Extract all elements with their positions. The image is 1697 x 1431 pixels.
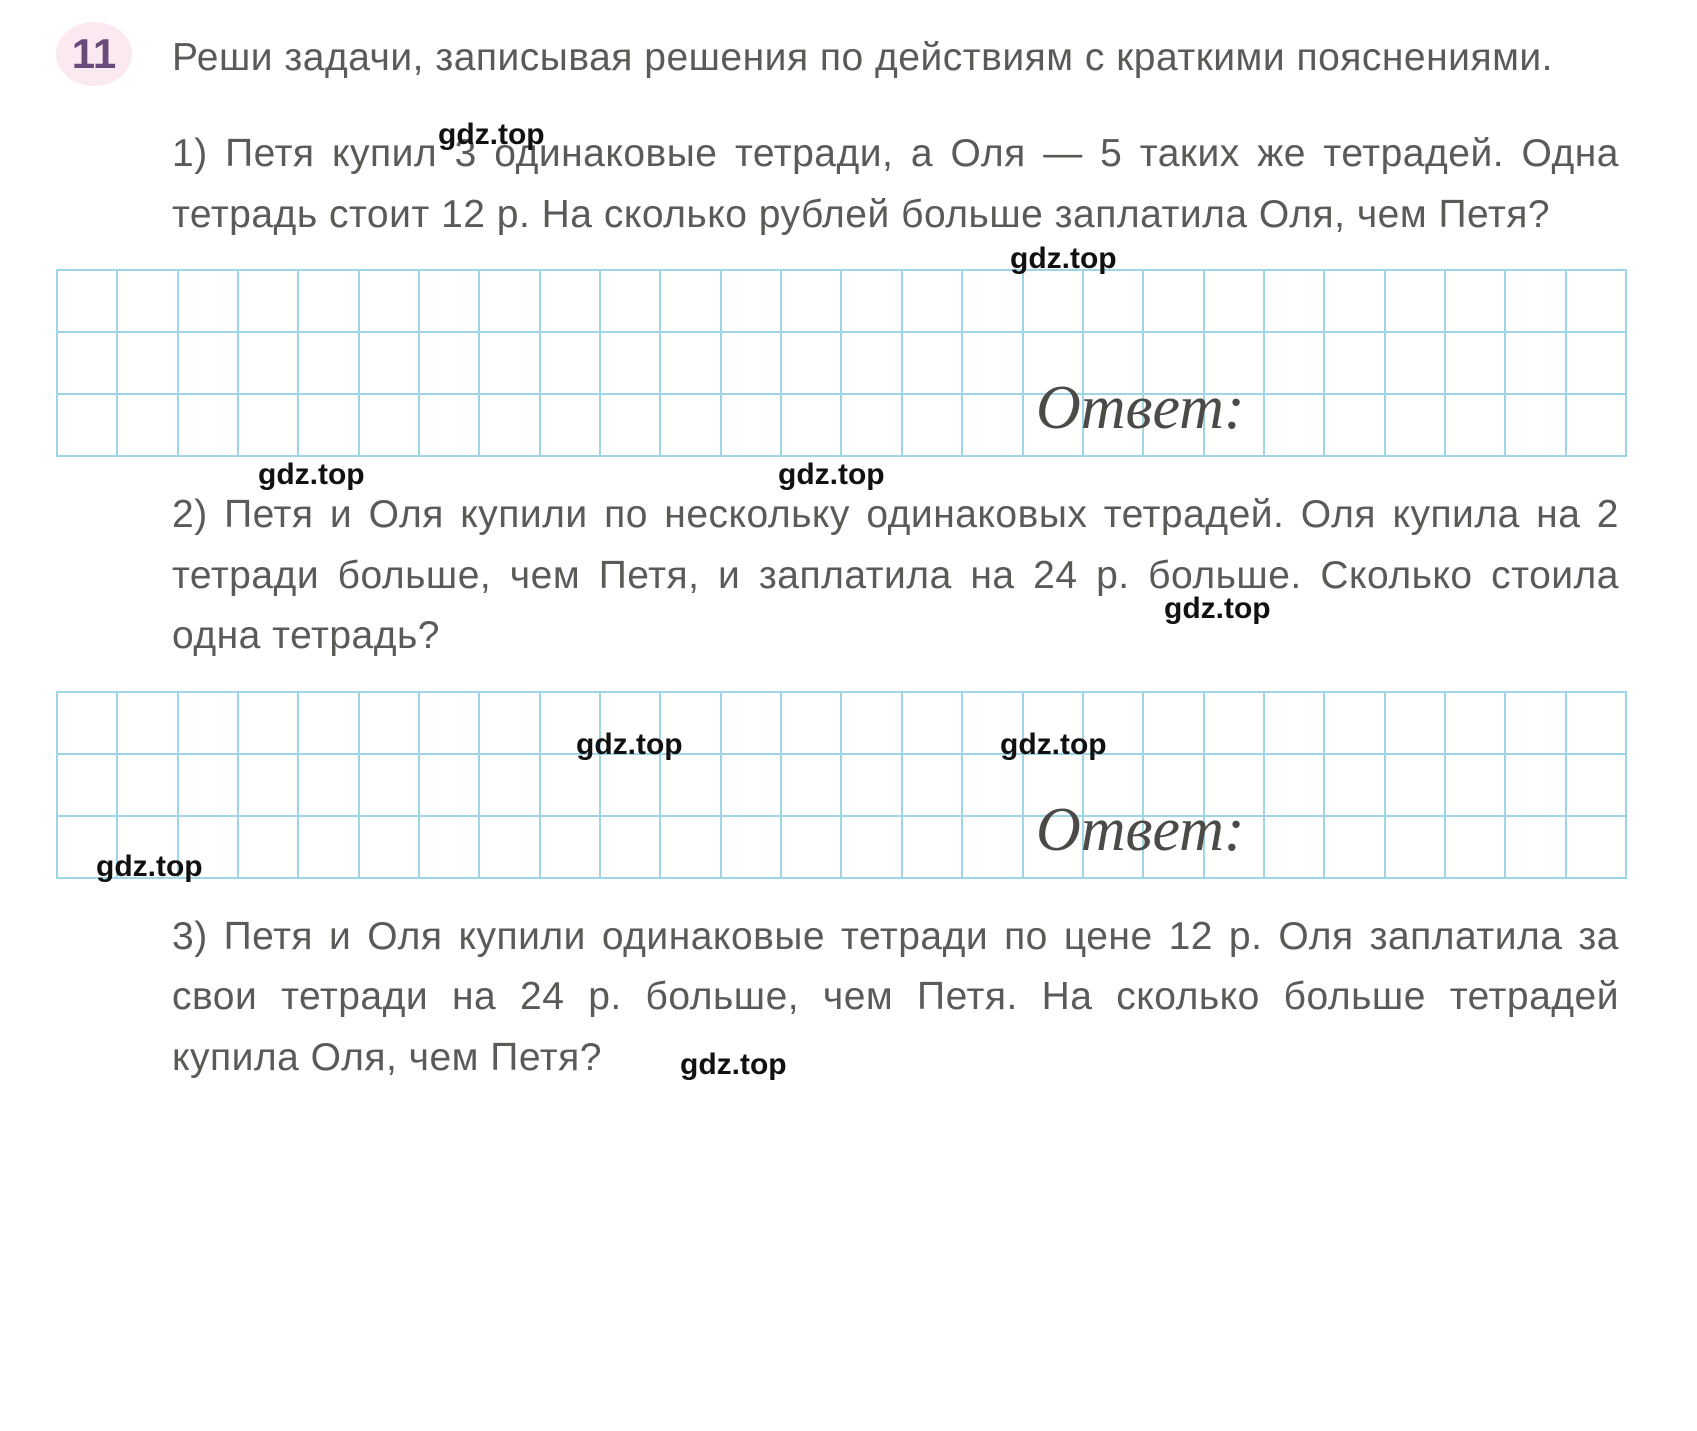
table-row	[57, 754, 1626, 816]
subtask-1: 1) Петя купил 3 одинаковые тетради, а Ол…	[172, 124, 1619, 245]
subtask-2: 2) Петя и Оля купили по нескольку одинак…	[172, 485, 1619, 666]
grid-table-2	[56, 691, 1627, 879]
subtask-2-label: 2)	[172, 493, 208, 536]
answer-grid-1: Ответ:	[56, 269, 1627, 457]
page-root: 11 Реши задачи, записывая решения по дей…	[0, 0, 1697, 1152]
subtask-1-text: Петя купил 3 одинаковые тетради, а Оля —…	[172, 132, 1630, 235]
table-row	[57, 332, 1626, 394]
grid-table-1	[56, 269, 1627, 457]
subtask-1-label: 1)	[172, 132, 208, 175]
subtask-3: 3) Петя и Оля купили одинаковые тетради …	[172, 907, 1619, 1088]
task-number-badge: 11	[56, 22, 132, 86]
table-row	[57, 816, 1626, 878]
task-header: 11 Реши задачи, записывая решения по дей…	[56, 28, 1627, 88]
table-row	[57, 692, 1626, 754]
table-row	[57, 394, 1626, 456]
task-intro-text: Реши задачи, записывая решения по действ…	[172, 28, 1553, 88]
answer-grid-2: Ответ:	[56, 691, 1627, 879]
subtask-3-label: 3)	[172, 915, 208, 958]
table-row	[57, 270, 1626, 332]
subtask-3-text: Петя и Оля купили одинаковые тетради по …	[172, 915, 1630, 1079]
subtask-2-text: Петя и Оля купили по нескольку одинаковы…	[172, 493, 1630, 657]
